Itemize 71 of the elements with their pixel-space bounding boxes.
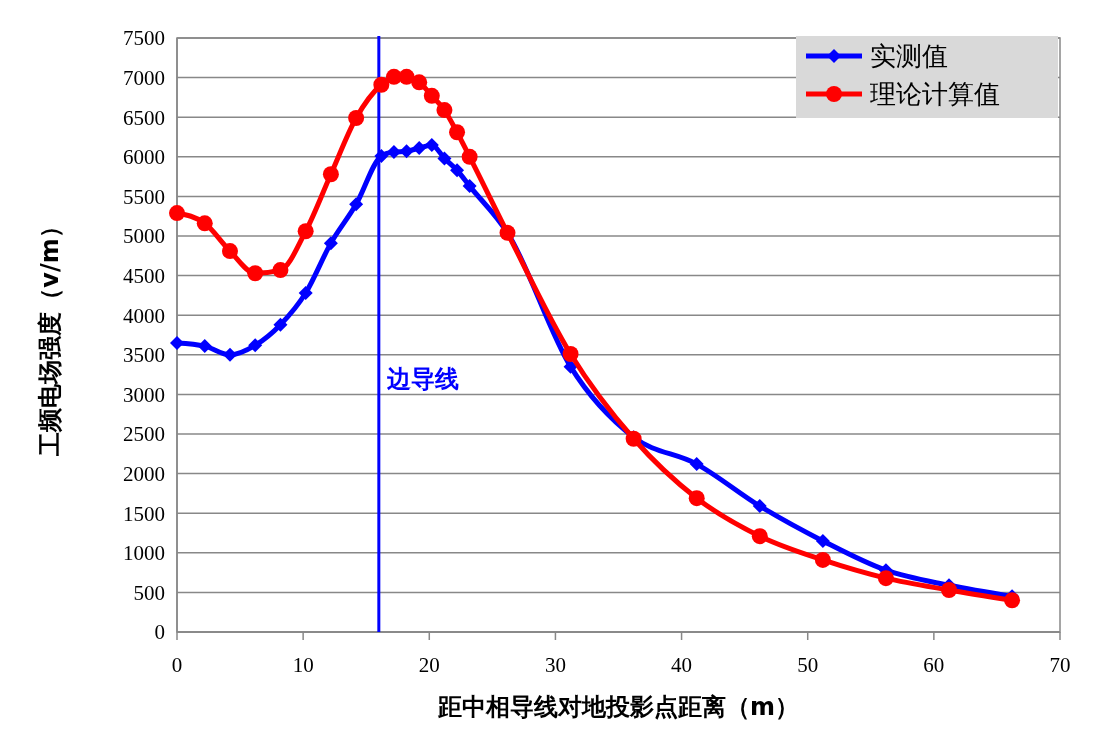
y-tick-label: 5500 [123,184,165,209]
y-tick-label: 4500 [123,263,165,288]
point [461,148,478,165]
point [399,144,414,159]
x-tick-label: 30 [544,653,566,677]
y-tick-label: 7500 [123,26,165,51]
y-tick-label: 1000 [123,541,165,566]
y-tick-label: 4000 [123,303,165,328]
y-tick-label: 6500 [123,105,165,130]
y-axis-title: 工频电场强度（v/m） [36,214,64,457]
point [814,551,831,568]
point [169,205,185,222]
point [247,265,264,282]
ref-line-label: 边导线 [385,365,459,393]
point [424,137,439,152]
y-tick-label: 500 [133,580,165,605]
point [273,317,288,332]
point [398,68,415,85]
point [170,335,184,350]
point [248,338,263,353]
y-tick-label: 5000 [123,224,165,249]
x-tick-label: 50 [797,653,819,677]
y-tick-label: 3000 [123,382,165,407]
point [436,102,453,119]
point [689,457,704,472]
point [374,149,389,164]
point [196,215,213,232]
x-tick-label: 0 [171,653,183,677]
point [940,582,957,599]
point [386,145,401,160]
point [437,151,452,166]
point [272,262,289,279]
point [322,166,339,183]
point [373,76,390,93]
x-tick-label: 10 [292,653,314,677]
point [751,528,768,545]
y-tick-label: 1500 [123,501,165,526]
point [349,197,364,212]
x-tick-label: 40 [671,653,693,677]
point [348,109,365,126]
point [298,286,313,301]
point [323,236,338,251]
point [197,339,212,354]
point [562,346,579,363]
point [877,570,894,587]
point [449,124,466,141]
legend-label: 理论计算值 [870,79,1000,110]
legend-label: 实测值 [870,41,948,72]
point [450,163,465,178]
point [423,87,440,104]
point [412,141,427,156]
y-tick-label: 6000 [123,145,165,170]
point [1004,592,1021,609]
y-tick-label: 7000 [123,65,165,90]
point [411,74,428,91]
point [563,359,578,374]
x-axis-title: 距中相导线对地投影点距离（m） [436,693,800,721]
point [688,490,705,507]
x-tick-label: 70 [1049,653,1071,677]
point [222,347,237,362]
point [297,223,314,240]
x-tick-label: 60 [923,653,945,677]
point [462,179,477,194]
point [221,243,238,260]
point [752,499,767,514]
y-tick-label: 2500 [123,422,165,447]
y-tick-label: 2000 [123,461,165,486]
x-tick-label: 20 [418,653,440,677]
point [815,533,830,548]
y-tick-label: 3500 [123,343,165,368]
y-tick-label: 0 [154,620,165,645]
